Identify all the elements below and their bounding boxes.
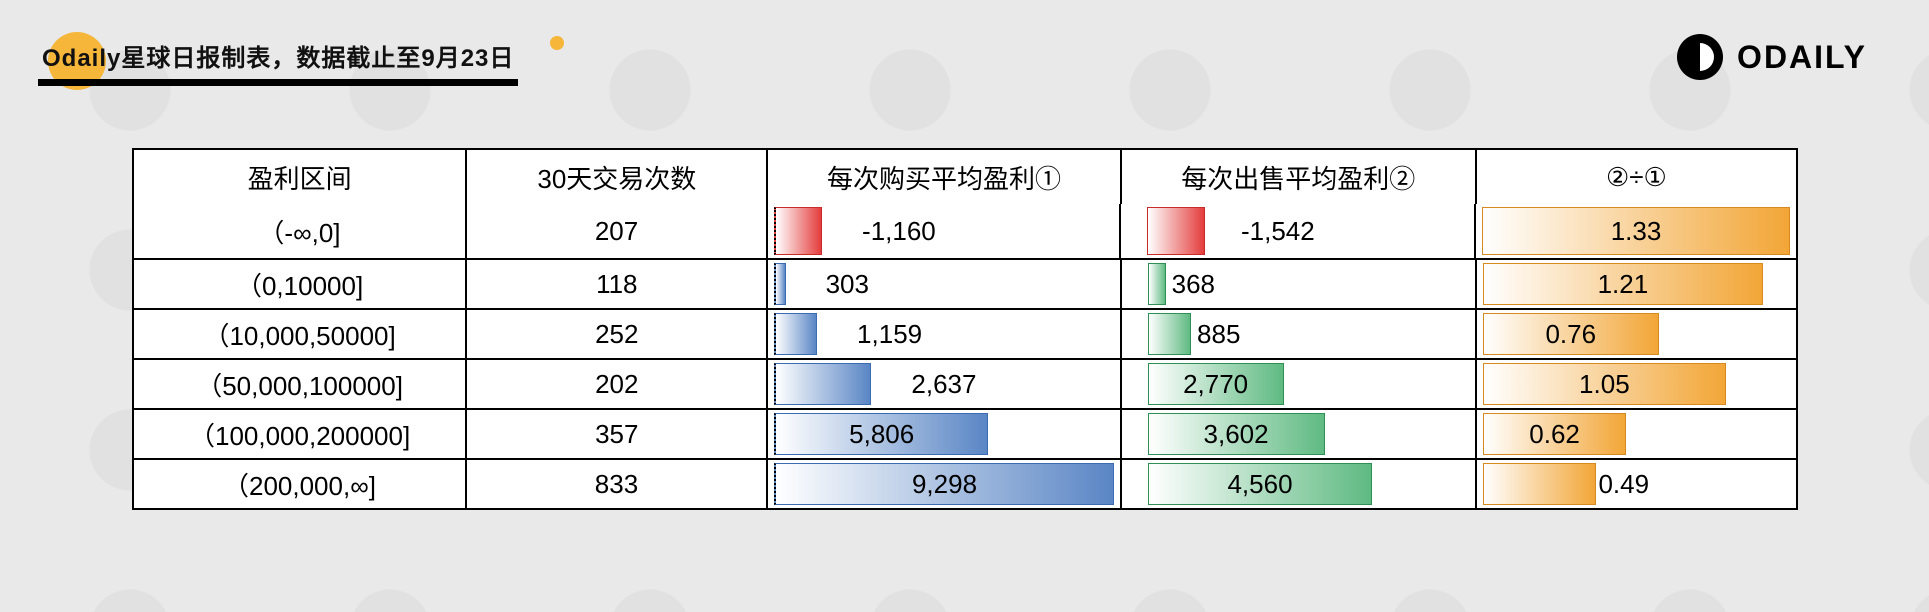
table-header-row: 盈利区间 30天交易次数 每次购买平均盈利① 每次出售平均盈利② ②÷① — [134, 150, 1796, 204]
bar-positive-icon — [1148, 263, 1166, 305]
cell-trades: 207 — [467, 204, 768, 258]
cell-sell-bar: 885 — [1122, 310, 1477, 358]
cell-buy-bar: 2,637 — [768, 360, 1121, 408]
cell-trades: 357 — [467, 410, 768, 458]
cell-sell-bar: 4,560 — [1122, 460, 1477, 508]
cell-range: （100,000,200000] — [134, 410, 467, 458]
cell-trades: 833 — [467, 460, 768, 508]
cell-sell-bar: 2,770 — [1122, 360, 1477, 408]
sell-value-label: 885 — [1197, 319, 1240, 350]
header-title: Odaily星球日报制表，数据截止至9月23日 — [38, 38, 518, 86]
brand-name: ODAILY — [1737, 39, 1867, 76]
cell-sell-bar: -1,542 — [1121, 204, 1476, 258]
bar-positive-icon — [774, 313, 817, 355]
cell-range: （0,10000] — [134, 260, 467, 308]
sell-value-label: 2,770 — [1183, 369, 1248, 400]
bar-positive-icon: 2,770 — [1148, 363, 1284, 405]
sell-value-label: 368 — [1172, 269, 1215, 300]
bar-positive-icon: 3,602 — [1148, 413, 1325, 455]
header-accent-dot — [550, 36, 564, 50]
cell-ratio-bar: 1.21 — [1477, 260, 1796, 308]
cell-ratio-bar: 1.05 — [1477, 360, 1796, 408]
cell-buy-bar: 9,298 — [768, 460, 1122, 508]
sell-value-label: 4,560 — [1227, 469, 1292, 500]
buy-value-label: 5,806 — [849, 419, 914, 450]
col-header-trades: 30天交易次数 — [467, 150, 768, 204]
bar-positive-icon: 5,806 — [774, 413, 988, 455]
bar-positive-icon: 9,298 — [774, 463, 1114, 505]
sell-value-label: -1,542 — [1241, 216, 1315, 247]
ratio-value-label: 1.21 — [1598, 269, 1649, 300]
ratio-value-label: 1.33 — [1611, 216, 1662, 247]
cell-range: （10,000,50000] — [134, 310, 467, 358]
bar-ratio-icon: 1.21 — [1483, 263, 1763, 305]
cell-range: （-∞,0] — [134, 204, 467, 258]
sell-value-label: 3,602 — [1204, 419, 1269, 450]
table-row: （0,10000]118 303 368 1.21 — [134, 258, 1796, 308]
bar-positive-icon — [774, 363, 871, 405]
cell-buy-bar: 1,159 — [768, 310, 1121, 358]
bar-ratio-icon: 1.33 — [1482, 207, 1790, 255]
buy-value-label: -1,160 — [862, 216, 936, 247]
table-row: （50,000,100000]202 2,637 2,770 1.05 — [134, 358, 1796, 408]
cell-buy-bar: 5,806 — [768, 410, 1121, 458]
cell-range: （200,000,∞] — [134, 460, 467, 508]
table-row: （10,000,50000]252 1,159 885 0.76 — [134, 308, 1796, 358]
buy-value-label: 1,159 — [857, 319, 922, 350]
cell-buy-bar: -1,160 — [768, 204, 1121, 258]
cell-sell-bar: 368 — [1122, 260, 1477, 308]
ratio-value-label: 0.49 — [1598, 469, 1649, 500]
cell-ratio-bar: 0.76 — [1477, 310, 1796, 358]
bar-ratio-icon — [1483, 463, 1596, 505]
col-header-range: 盈利区间 — [134, 150, 467, 204]
col-header-sell: 每次出售平均盈利② — [1122, 150, 1477, 204]
col-header-buy: 每次购买平均盈利① — [768, 150, 1121, 204]
buy-value-label: 303 — [826, 269, 869, 300]
bar-positive-icon — [774, 263, 785, 305]
table-row: （200,000,∞]833 9,298 4,560 0.49 — [134, 458, 1796, 508]
table-row: （-∞,0]207 -1,160 -1,542 1.33 — [134, 204, 1796, 258]
cell-range: （50,000,100000] — [134, 360, 467, 408]
bar-ratio-icon: 0.62 — [1483, 413, 1627, 455]
bar-negative-icon — [774, 207, 822, 255]
ratio-value-label: 0.76 — [1545, 319, 1596, 350]
ratio-value-label: 0.62 — [1529, 419, 1580, 450]
header: Odaily星球日报制表，数据截止至9月23日 — [38, 38, 518, 86]
cell-buy-bar: 303 — [768, 260, 1121, 308]
bar-ratio-icon: 0.76 — [1483, 313, 1659, 355]
cell-ratio-bar: 0.62 — [1477, 410, 1796, 458]
col-header-ratio: ②÷① — [1477, 150, 1796, 204]
brand-logo-icon — [1677, 34, 1723, 80]
buy-value-label: 9,298 — [912, 469, 977, 500]
cell-trades: 202 — [467, 360, 768, 408]
data-table: 盈利区间 30天交易次数 每次购买平均盈利① 每次出售平均盈利② ②÷① （-∞… — [132, 148, 1798, 510]
bar-positive-icon: 4,560 — [1148, 463, 1372, 505]
buy-value-label: 2,637 — [911, 369, 976, 400]
ratio-value-label: 1.05 — [1579, 369, 1630, 400]
bar-negative-icon — [1147, 207, 1205, 255]
cell-sell-bar: 3,602 — [1122, 410, 1477, 458]
bar-positive-icon — [1148, 313, 1191, 355]
cell-trades: 118 — [467, 260, 768, 308]
bar-ratio-icon: 1.05 — [1483, 363, 1726, 405]
brand: ODAILY — [1677, 34, 1867, 80]
cell-trades: 252 — [467, 310, 768, 358]
cell-ratio-bar: 1.33 — [1476, 204, 1796, 258]
table-row: （100,000,200000]357 5,806 3,602 0.62 — [134, 408, 1796, 458]
cell-ratio-bar: 0.49 — [1477, 460, 1796, 508]
